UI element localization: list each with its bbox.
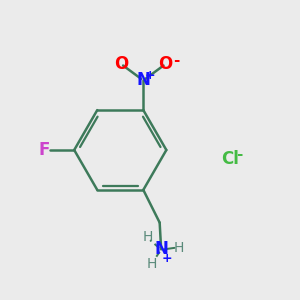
Text: Cl: Cl bbox=[221, 150, 239, 168]
Text: N: N bbox=[136, 71, 150, 89]
Text: -: - bbox=[236, 147, 242, 162]
Text: N: N bbox=[154, 240, 168, 258]
Text: F: F bbox=[39, 141, 50, 159]
Text: +: + bbox=[161, 252, 172, 265]
Text: -: - bbox=[173, 53, 179, 68]
Text: O: O bbox=[158, 55, 173, 73]
Text: +: + bbox=[145, 68, 155, 82]
Text: H: H bbox=[147, 256, 158, 271]
Text: O: O bbox=[114, 55, 128, 73]
Text: H: H bbox=[142, 230, 153, 244]
Text: H: H bbox=[174, 241, 184, 255]
